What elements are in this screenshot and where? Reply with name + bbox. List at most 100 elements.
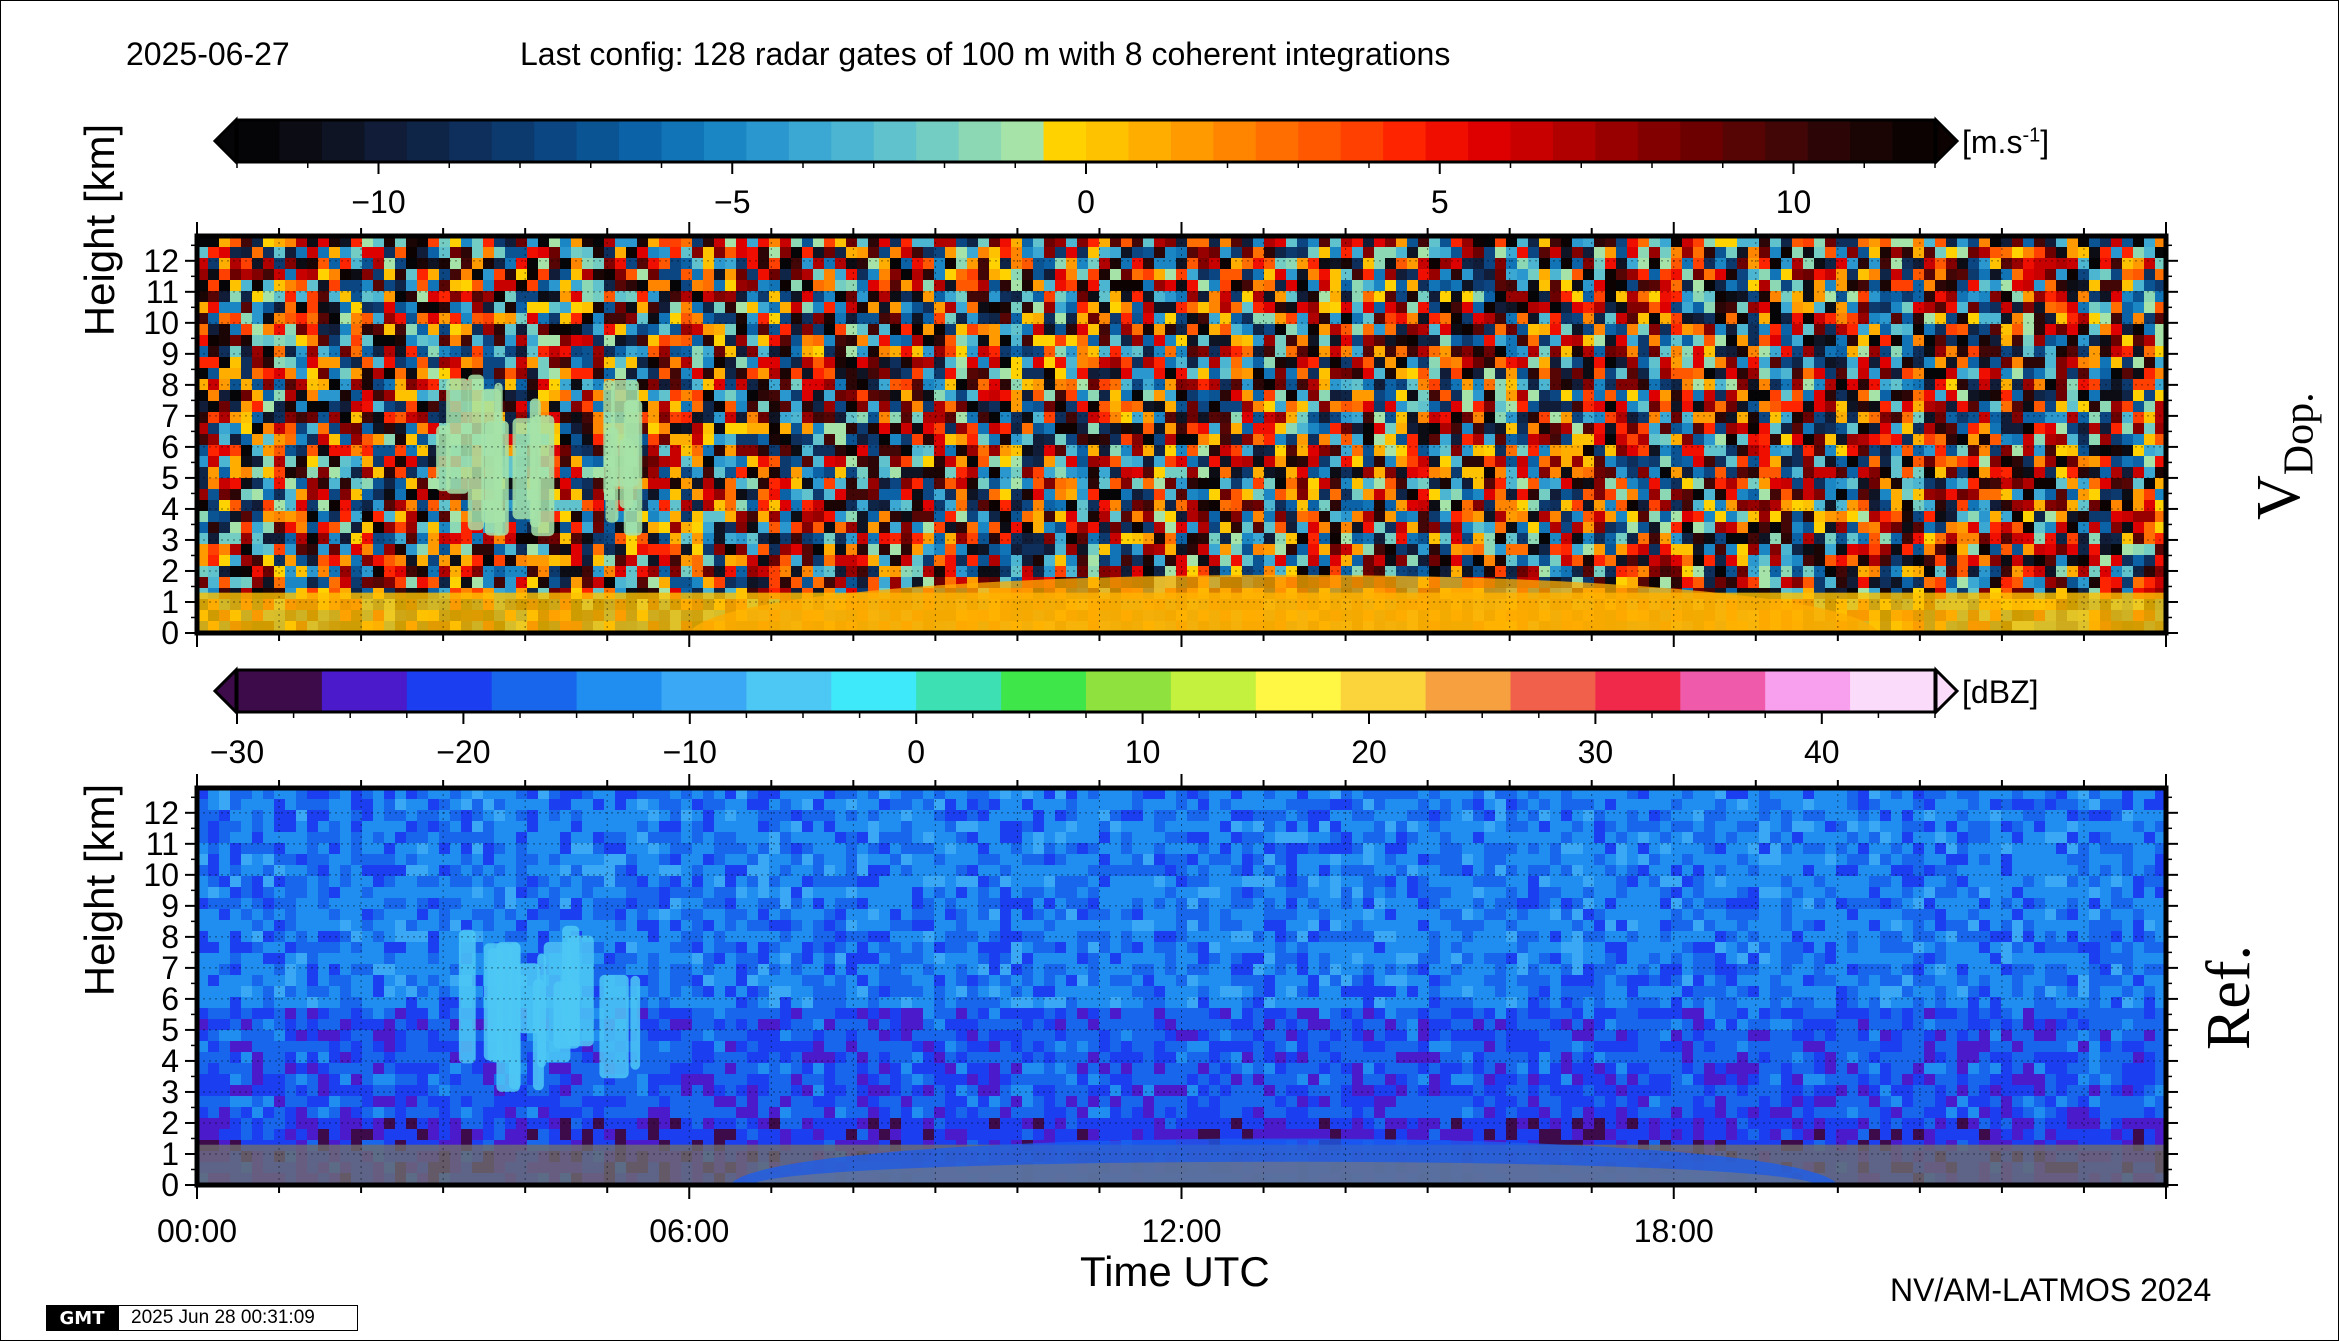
heatmap-cell: [1814, 258, 1825, 269]
heatmap-cell: [1000, 445, 1011, 456]
heatmap-cell: [1363, 500, 1374, 511]
heatmap-cell: [1187, 511, 1198, 522]
heatmap-cell: [1396, 346, 1407, 357]
heatmap-cell: [2001, 379, 2012, 390]
heatmap-cell: [758, 423, 769, 434]
heatmap-cell: [1781, 313, 1792, 324]
heatmap-cell: [1143, 313, 1154, 324]
heatmap-cell: [1385, 467, 1396, 478]
heatmap-cell: [1638, 324, 1649, 335]
heatmap-cell: [1011, 335, 1022, 346]
heatmap-cell: [1110, 280, 1121, 291]
heatmap-cell: [1429, 412, 1440, 423]
heatmap-cell: [1462, 258, 1473, 269]
heatmap-cell: [1187, 445, 1198, 456]
heatmap-cell: [868, 302, 879, 313]
heatmap-cell: [1748, 368, 1759, 379]
heatmap-cell: [1231, 500, 1242, 511]
heatmap-cell: [2111, 522, 2122, 533]
heatmap-cell: [274, 456, 285, 467]
heatmap-cell: [1341, 456, 1352, 467]
heatmap-cell: [1055, 335, 1066, 346]
heatmap-cell: [571, 236, 582, 247]
heatmap-cell: [1341, 357, 1352, 368]
heatmap-cell: [978, 269, 989, 280]
heatmap-cell: [285, 357, 296, 368]
heatmap-cell: [197, 269, 208, 280]
heatmap-cell: [1737, 258, 1748, 269]
colorbar-tick-label: 0: [1077, 184, 1095, 220]
heatmap-cell: [978, 324, 989, 335]
heatmap-cell: [1495, 324, 1506, 335]
heatmap-cell: [318, 500, 329, 511]
heatmap-cell: [912, 291, 923, 302]
heatmap-cell: [1055, 412, 1066, 423]
heatmap-cell: [1374, 401, 1385, 412]
heatmap-cell: [1627, 335, 1638, 346]
heatmap-cell: [1231, 478, 1242, 489]
heatmap-cell: [835, 445, 846, 456]
heatmap-cell: [1231, 357, 1242, 368]
heatmap-cell: [1924, 258, 1935, 269]
heatmap-cell: [1693, 324, 1704, 335]
heatmap-cell: [2001, 456, 2012, 467]
heatmap-cell: [747, 247, 758, 258]
heatmap-cell: [1572, 236, 1583, 247]
heatmap-cell: [1363, 324, 1374, 335]
heatmap-cell: [2001, 445, 2012, 456]
heatmap-cell: [769, 434, 780, 445]
heatmap-cell: [1165, 291, 1176, 302]
heatmap-cell: [395, 313, 406, 324]
colorbar-swatch: [1425, 120, 1469, 162]
heatmap-cell: [912, 269, 923, 280]
heatmap-cell: [1638, 368, 1649, 379]
heatmap-cell: [747, 357, 758, 368]
colorbar-swatch: [534, 120, 578, 162]
date-label: 2025-06-27: [126, 36, 290, 72]
heatmap-cell: [1363, 456, 1374, 467]
heatmap-cell: [2067, 478, 2078, 489]
heatmap-cell: [1704, 412, 1715, 423]
heatmap-cell: [648, 390, 659, 401]
heatmap-cell: [1319, 522, 1330, 533]
heatmap-cell: [659, 379, 670, 390]
heatmap-cell: [1319, 412, 1330, 423]
heatmap-cell: [758, 511, 769, 522]
heatmap-cell: [1616, 478, 1627, 489]
heatmap-cell: [1946, 456, 1957, 467]
heatmap-cell: [1418, 456, 1429, 467]
heatmap-cell: [263, 346, 274, 357]
heatmap-cell: [2133, 357, 2144, 368]
heatmap-cell: [1638, 412, 1649, 423]
heatmap-cell: [681, 390, 692, 401]
heatmap-cell: [384, 434, 395, 445]
heatmap-cell: [901, 302, 912, 313]
heatmap-cell: [714, 500, 725, 511]
heatmap-cell: [406, 302, 417, 313]
heatmap-cell: [1484, 489, 1495, 500]
heatmap-cell: [241, 423, 252, 434]
heatmap-cell: [1187, 412, 1198, 423]
heatmap-cell: [1319, 467, 1330, 478]
heatmap-cell: [1385, 445, 1396, 456]
heatmap-cell: [1869, 379, 1880, 390]
heatmap-cell: [967, 346, 978, 357]
heatmap-cell: [1088, 313, 1099, 324]
heatmap-cell: [1759, 236, 1770, 247]
heatmap-cell: [879, 522, 890, 533]
heatmap-cell: [1473, 423, 1484, 434]
heatmap-cell: [549, 522, 560, 533]
heatmap-cell: [1561, 258, 1572, 269]
heatmap-cell: [2078, 247, 2089, 258]
heatmap-cell: [1110, 291, 1121, 302]
heatmap-cell: [725, 456, 736, 467]
heatmap-cell: [857, 456, 868, 467]
heatmap-cell: [956, 302, 967, 313]
heatmap-cell: [406, 357, 417, 368]
heatmap-cell: [835, 489, 846, 500]
heatmap-cell: [373, 346, 384, 357]
heatmap-cell: [527, 291, 538, 302]
heatmap-cell: [1561, 445, 1572, 456]
heatmap-cell: [1627, 522, 1638, 533]
heatmap-cell: [351, 500, 362, 511]
